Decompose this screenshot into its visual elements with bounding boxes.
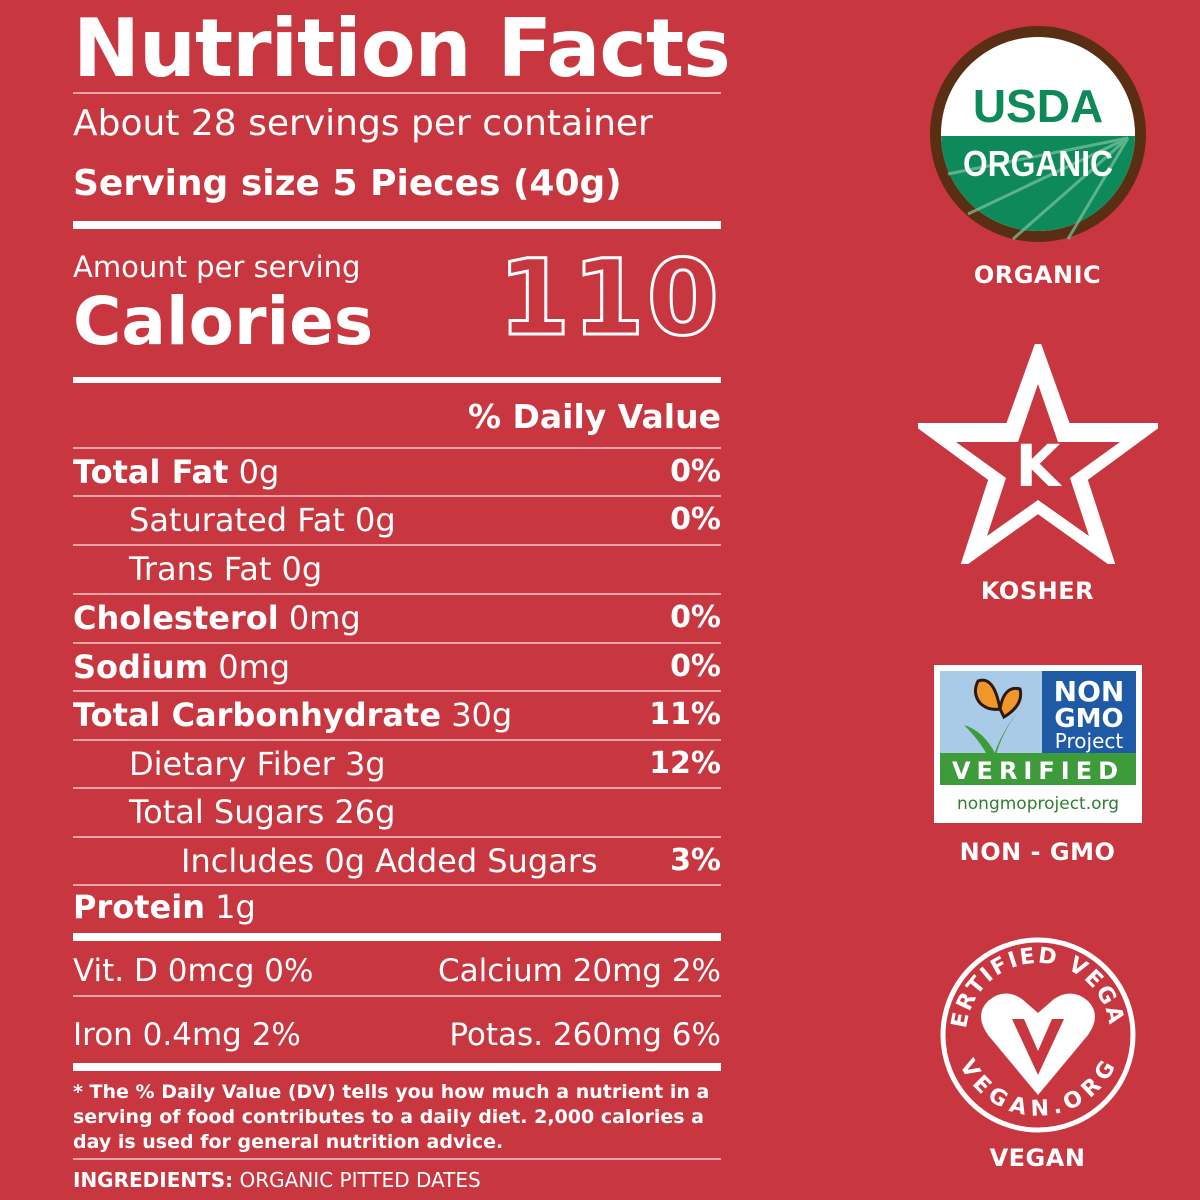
certified-vegan-seal-icon: CERTIFIED VEGAN VEGAN.ORG <box>938 935 1135 1133</box>
divider <box>73 92 721 94</box>
panel-title: Nutrition Facts <box>73 2 731 95</box>
nutrient-name: Trans Fat <box>129 550 272 588</box>
nutrient-amount: 26g <box>334 793 396 831</box>
calories-value: 110 <box>496 237 721 359</box>
ingredients-value: ORGANIC PITTED DATES <box>239 1168 481 1192</box>
nutrient-amount: 0g <box>238 453 280 491</box>
divider <box>73 544 721 546</box>
nutrient-name: Saturated Fat <box>129 501 345 539</box>
badge-label: VEGAN <box>989 1144 1086 1172</box>
nutrient-name: Total Sugars <box>129 793 325 831</box>
svg-text:ORGANIC: ORGANIC <box>963 143 1113 184</box>
divider <box>73 1158 721 1160</box>
nutrient-name: Total Carbonhydrate <box>73 696 442 734</box>
ingredients-label: INGREDIENTS: <box>73 1168 234 1192</box>
nutrient-row-saturated-fat: Saturated Fat 0g 0% <box>73 497 721 543</box>
svg-text:Project: Project <box>1054 729 1123 753</box>
divider <box>73 447 721 449</box>
servings-per-container: About 28 servings per container <box>73 103 653 144</box>
thick-divider <box>73 933 721 941</box>
nutrient-dv: 12% <box>649 746 721 781</box>
nutrient-amount: 1g <box>215 888 256 926</box>
nutrient-name: Cholesterol <box>73 599 279 637</box>
divider <box>73 495 721 497</box>
nutrient-amount: 0mg <box>218 648 291 686</box>
badge-label: NON - GMO <box>959 838 1116 866</box>
nutrient-amount: 0g <box>355 501 396 539</box>
nutrient-amount: 0mg <box>288 599 361 637</box>
divider <box>73 642 721 644</box>
svg-text:K: K <box>1015 432 1062 500</box>
calories-label: Calories <box>73 283 374 360</box>
nutrient-amount: 3g <box>344 745 386 783</box>
nutrient-row-dietary-fiber: Dietary Fiber 3g 12% <box>73 741 721 787</box>
non-gmo-project-seal-icon: NON GMO Project VERIFIED nongmoproject.o… <box>933 665 1142 823</box>
nutrient-dv: 11% <box>649 697 721 732</box>
divider <box>73 884 721 886</box>
nutrient-dv: 0% <box>670 649 721 684</box>
nutrient-name: Protein <box>73 888 205 926</box>
nutrient-row-cholesterol: Cholesterol 0mg 0% <box>73 595 721 641</box>
nutrient-amount: 0g <box>281 550 323 588</box>
nutrient-name: Dietary Fiber <box>129 745 335 783</box>
svg-text:GMO: GMO <box>1054 704 1123 734</box>
ingredients: INGREDIENTS: ORGANIC PITTED DATES <box>73 1166 481 1194</box>
amount-per-serving: Amount per serving <box>73 250 361 284</box>
thick-divider <box>73 221 721 229</box>
vitamin-row: Iron 0.4mg 2% Potas. 260mg 6% <box>73 1012 721 1058</box>
vitamin-d: Vit. D 0mcg 0% <box>73 953 314 989</box>
daily-value-footnote: * The % Daily Value (DV) tells you how m… <box>73 1081 710 1153</box>
potassium: Potas. 260mg 6% <box>449 1017 721 1053</box>
vitamin-row: Vit. D 0mcg 0% Calcium 20mg 2% <box>73 948 721 994</box>
badge-organic: USDA ORGANIC ORGANIC <box>915 24 1160 290</box>
calcium: Calcium 20mg 2% <box>438 953 721 989</box>
nutrient-dv: 0% <box>670 454 721 489</box>
thick-divider <box>73 377 721 383</box>
usda-organic-seal-icon: USDA ORGANIC <box>929 26 1146 242</box>
nutrient-row-total-fat: Total Fat 0g 0% <box>73 449 721 495</box>
divider <box>73 836 721 838</box>
serving-size: Serving size 5 Pieces (40g) <box>73 163 622 204</box>
svg-text:nongmoproject.org: nongmoproject.org <box>957 794 1119 814</box>
seal-text: USDA <box>972 80 1102 132</box>
thick-divider <box>73 1063 721 1071</box>
nutrient-dv: 0% <box>670 502 721 537</box>
nutrient-name: Sodium <box>73 648 209 686</box>
badge-label: KOSHER <box>980 577 1095 605</box>
nutrient-row-trans-fat: Trans Fat 0g <box>73 546 721 592</box>
svg-text:NON: NON <box>1053 675 1124 708</box>
divider <box>73 995 721 997</box>
svg-text:VERIFIED: VERIFIED <box>951 757 1123 785</box>
nutrient-name: Total Fat <box>73 453 229 491</box>
divider <box>73 690 721 692</box>
daily-value-header: % Daily Value <box>467 397 721 436</box>
kosher-star-icon: K <box>917 344 1158 564</box>
nutrient-row-added-sugars: Includes 0g Added Sugars 3% <box>73 838 721 884</box>
badge-label: ORGANIC <box>973 261 1102 289</box>
nutrient-amount: 30g <box>451 696 513 734</box>
divider <box>73 739 721 741</box>
badge-kosher: K KOSHER <box>915 344 1160 606</box>
nutrient-row-protein: Protein 1g <box>73 884 721 930</box>
nutrient-row-total-sugars: Total Sugars 26g <box>73 789 721 835</box>
divider <box>73 593 721 595</box>
badge-vegan: CERTIFIED VEGAN VEGAN.ORG VEGAN <box>915 935 1160 1173</box>
nutrient-row-sodium: Sodium 0mg 0% <box>73 644 721 690</box>
nutrient-name: Includes 0g Added Sugars <box>181 842 598 880</box>
divider <box>73 787 721 789</box>
badge-non-gmo: NON GMO Project VERIFIED nongmoproject.o… <box>915 665 1160 867</box>
iron: Iron 0.4mg 2% <box>73 1017 301 1053</box>
nutrient-dv: 3% <box>670 843 721 878</box>
nutrient-dv: 0% <box>670 600 721 635</box>
nutrient-row-total-carbohydrate: Total Carbonhydrate 30g 11% <box>73 692 721 738</box>
